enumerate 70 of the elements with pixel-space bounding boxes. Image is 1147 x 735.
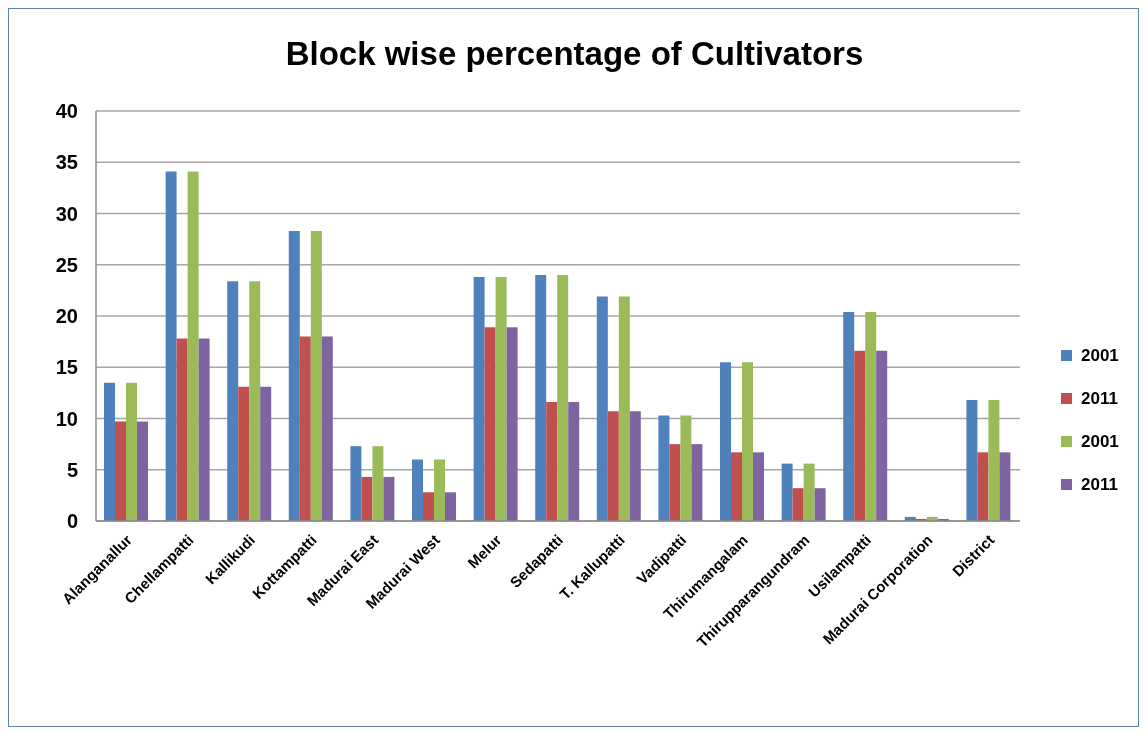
bar xyxy=(999,452,1011,521)
chart-title: Block wise percentage of Cultivators xyxy=(284,35,865,73)
bar xyxy=(742,362,754,521)
bar xyxy=(977,452,989,521)
bar xyxy=(568,402,580,521)
bar xyxy=(434,459,446,521)
bar xyxy=(484,327,496,521)
y-tick-label: 35 xyxy=(55,151,78,174)
bar xyxy=(115,421,127,521)
bar xyxy=(187,171,199,521)
bar xyxy=(383,476,395,521)
bar xyxy=(423,492,435,521)
bar xyxy=(988,400,1000,521)
bar xyxy=(629,411,641,521)
bar xyxy=(596,296,608,521)
y-tick-label: 10 xyxy=(55,407,78,430)
bar xyxy=(126,382,138,521)
bar xyxy=(299,336,311,521)
bar xyxy=(260,386,272,521)
bar xyxy=(198,338,210,521)
y-tick-label: 5 xyxy=(66,458,78,481)
bar xyxy=(691,444,703,521)
y-tick-label: 40 xyxy=(55,100,78,123)
bar xyxy=(669,444,681,521)
bar xyxy=(361,476,373,521)
y-tick-label: 20 xyxy=(55,305,78,328)
bar xyxy=(843,311,855,521)
bar xyxy=(249,281,261,521)
bar xyxy=(607,411,619,521)
bar xyxy=(495,277,507,521)
bar xyxy=(753,452,765,521)
bar xyxy=(966,400,978,521)
bar xyxy=(814,488,826,521)
bar xyxy=(658,415,670,521)
legend-label: 2001 xyxy=(1081,345,1119,366)
bar xyxy=(288,230,300,521)
bar xyxy=(546,402,558,521)
bar xyxy=(854,350,866,521)
y-tick-label: 15 xyxy=(55,356,78,379)
legend-label: 2011 xyxy=(1081,474,1118,495)
bar xyxy=(731,452,743,521)
legend-label: 2001 xyxy=(1081,431,1119,452)
bar xyxy=(506,327,518,521)
bar xyxy=(445,492,457,521)
bar xyxy=(176,338,188,521)
y-tick-label: 0 xyxy=(66,510,78,533)
legend-label: 2011 xyxy=(1081,388,1118,409)
bar xyxy=(803,463,815,521)
bar xyxy=(535,275,547,521)
bar xyxy=(680,415,692,521)
bar xyxy=(618,296,630,521)
bar xyxy=(310,230,322,521)
bar xyxy=(104,382,116,521)
bar xyxy=(227,281,239,521)
bar xyxy=(238,386,250,521)
bar xyxy=(350,446,362,521)
bar xyxy=(720,362,732,521)
bar xyxy=(372,446,384,521)
bar xyxy=(412,459,424,521)
bar xyxy=(165,171,177,521)
y-tick-label: 25 xyxy=(55,253,78,276)
bar xyxy=(473,277,485,521)
bar xyxy=(792,488,804,521)
bar xyxy=(557,275,569,521)
y-tick-label: 30 xyxy=(55,202,78,225)
bar xyxy=(865,311,877,521)
bar xyxy=(137,421,149,521)
bar xyxy=(876,350,888,521)
bar xyxy=(321,336,333,521)
bar xyxy=(781,463,793,521)
